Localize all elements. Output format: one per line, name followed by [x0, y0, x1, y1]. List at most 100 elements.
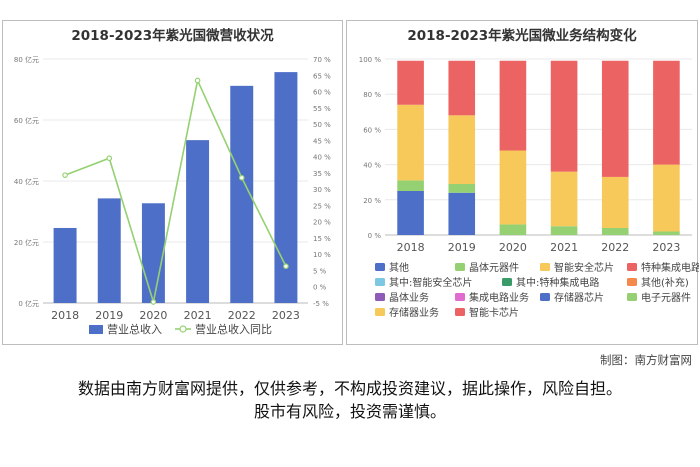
right-axis-tick-label: 70 % — [313, 56, 331, 64]
stacked-bar-segment — [397, 180, 424, 191]
structure-chart-title: 2018-2023年紫光国微业务结构变化 — [407, 28, 637, 44]
stacked-bar-segment — [653, 164, 680, 232]
right-axis-tick-label: 45 % — [313, 137, 331, 145]
right-axis-tick-label: -5 % — [313, 300, 329, 308]
right-axis-tick-label: 55 % — [313, 105, 331, 113]
legend-swatch — [627, 278, 637, 286]
revenue-bar — [53, 227, 77, 303]
legend-label: 营业总收入 — [107, 322, 162, 336]
stacked-bar-segment — [499, 224, 527, 235]
legend-swatch — [375, 278, 385, 286]
legend-label: 存储器业务 — [389, 306, 439, 319]
stacked-bar-segment — [601, 227, 629, 235]
yoy-growth-point — [62, 172, 68, 178]
right-axis-tick-label: 50 % — [313, 121, 331, 129]
right-axis-tick-label: 5 % — [313, 267, 327, 275]
y-axis-tick-label: 80 % — [363, 91, 381, 99]
legend-label: 晶体业务 — [389, 291, 429, 304]
legend-swatch — [375, 293, 385, 301]
y-axis-tick-label: 100 % — [359, 56, 382, 64]
legend-label: 特种集成电路 — [641, 261, 699, 274]
right-axis-tick-label: 25 % — [313, 202, 331, 210]
stacked-bar-segment — [601, 176, 629, 228]
stacked-bar-segment — [653, 231, 680, 235]
y-axis-tick-label: 60 % — [363, 126, 381, 134]
legend-swatch — [627, 293, 637, 301]
legend-label: 存储器芯片 — [554, 291, 604, 304]
revenue-bar — [230, 85, 254, 303]
x-axis-tick-label: 2023 — [272, 309, 300, 322]
legend-swatch — [455, 293, 465, 301]
stacked-bar-segment — [653, 60, 680, 165]
x-axis-tick-label: 2019 — [95, 309, 123, 322]
right-axis-tick-label: 10 % — [313, 251, 331, 259]
legend-swatch — [540, 263, 550, 271]
legend-swatch — [540, 293, 550, 301]
yoy-growth-point — [194, 77, 201, 84]
right-axis-tick-label: 15 % — [313, 235, 331, 243]
right-axis-tick-label: 20 % — [313, 219, 331, 227]
legend-swatch — [89, 325, 103, 334]
left-axis-tick-label: 40 亿元 — [14, 177, 39, 186]
chart-credit: 制图：南方财富网 — [600, 353, 692, 367]
legend-label: 晶体元器件 — [469, 262, 519, 274]
x-axis-tick-label: 2020 — [139, 309, 167, 322]
stacked-bar-segment — [499, 60, 527, 151]
stacked-bar-segment — [550, 226, 578, 235]
yoy-growth-point — [106, 155, 113, 162]
legend-line-marker — [179, 325, 187, 333]
legend-swatch — [455, 308, 465, 316]
stacked-bar-segment — [397, 191, 424, 235]
legend-label: 营业总收入同比 — [195, 322, 272, 336]
legend-swatch — [375, 263, 385, 271]
legend-label: 其中:特种集成电路 — [516, 276, 599, 289]
legend-label: 其中:智能安全芯片 — [389, 276, 472, 289]
stacked-bar-segment — [550, 60, 578, 172]
stacked-bar-segment — [448, 183, 476, 193]
stacked-bar-segment — [601, 60, 629, 177]
x-axis-tick-label: 2018 — [51, 309, 79, 322]
legend-swatch — [502, 278, 512, 286]
yoy-growth-point — [283, 263, 289, 270]
revenue-bar — [186, 140, 210, 303]
legend-label: 智能安全芯片 — [554, 261, 614, 274]
right-axis-tick-label: 40 % — [313, 154, 331, 162]
legend-label: 集成电路业务 — [469, 291, 529, 304]
legend-label: 其他(补充) — [641, 276, 689, 289]
x-axis-tick-label: 2022 — [228, 309, 256, 322]
x-axis-tick-label: 2021 — [550, 241, 578, 254]
right-axis-tick-label: 60 % — [313, 89, 331, 97]
stacked-bar-segment — [448, 115, 476, 184]
y-axis-tick-label: 20 % — [363, 197, 381, 205]
legend-swatch — [627, 263, 637, 271]
stacked-bar-segment — [448, 60, 476, 116]
stacked-bar-segment — [397, 104, 424, 181]
right-axis-tick-label: 65 % — [313, 72, 331, 80]
legend-label: 智能卡芯片 — [469, 306, 519, 319]
left-axis-tick-label: 0 亿元 — [18, 299, 39, 308]
y-axis-tick-label: 40 % — [363, 162, 381, 170]
revenue-bar — [97, 198, 121, 303]
y-axis-tick-label: 0 % — [368, 232, 382, 240]
x-axis-tick-label: 2020 — [499, 241, 527, 254]
structure-chart-svg: 0 % 20 % 40 % 60 % 80 % 100 % 2018 2019 2020 2021… — [359, 56, 699, 319]
stacked-bar-segment — [448, 192, 476, 235]
revenue-chart-svg: 0 亿元 20 亿元 40 亿元 60 亿元 80 亿元 -5 % 0 % 5 % 10 % 15… — [14, 55, 331, 336]
legend-swatch — [375, 308, 385, 316]
x-axis-tick-label: 2021 — [184, 309, 212, 322]
revenue-bar — [274, 72, 298, 303]
right-axis-tick-label: 0 % — [313, 284, 327, 292]
stacked-bar-segment — [397, 60, 424, 105]
x-axis-tick-label: 2018 — [397, 241, 425, 254]
yoy-growth-line — [64, 77, 287, 303]
yoy-growth-point — [238, 174, 245, 181]
right-axis-tick-label: 30 % — [313, 186, 331, 194]
legend-swatch — [455, 263, 465, 271]
yoy-growth-point — [150, 299, 157, 305]
x-axis-tick-label: 2022 — [601, 241, 629, 254]
revenue-chart-title: 2018-2023年紫光国微营收状况 — [71, 28, 274, 44]
left-axis-tick-label: 60 亿元 — [14, 116, 39, 125]
legend-label: 电子元器件 — [641, 291, 691, 304]
x-axis-tick-label: 2023 — [652, 241, 680, 254]
right-axis-tick-label: 35 % — [313, 170, 331, 178]
